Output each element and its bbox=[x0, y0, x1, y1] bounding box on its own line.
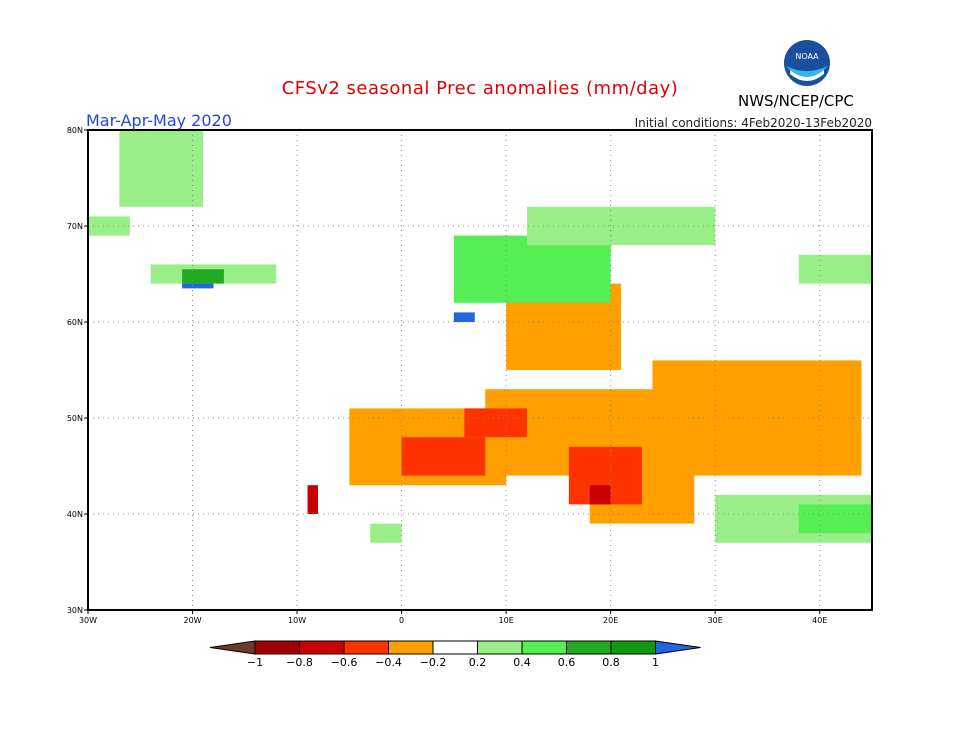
colorbar-label: 0.8 bbox=[602, 656, 620, 669]
initial-conditions: Initial conditions: 4Feb2020-13Feb2020 bbox=[634, 116, 872, 130]
anomaly-region bbox=[182, 283, 214, 289]
y-tick-label: 60N bbox=[67, 318, 83, 327]
colorbar-label: −0.2 bbox=[420, 656, 447, 669]
colorbar-label: 0.2 bbox=[469, 656, 487, 669]
y-tick-label: 70N bbox=[67, 222, 83, 231]
season-label: Mar-Apr-May 2020 bbox=[86, 111, 232, 130]
chart-title: CFSv2 seasonal Prec anomalies (mm/day) bbox=[281, 78, 679, 99]
y-tick-label: 50N bbox=[67, 414, 83, 423]
anomaly-region bbox=[798, 504, 872, 534]
colorbar-swatch bbox=[432, 640, 478, 655]
colorbar: −1 −0.8 −0.6 −0.4 −0.2 0.2 0.4 0.6 0.8 1 bbox=[209, 640, 701, 669]
colorbar-swatch bbox=[477, 640, 523, 655]
svg-text:NOAA: NOAA bbox=[795, 52, 819, 61]
anomaly-region bbox=[527, 206, 716, 246]
colorbar-label: 0.6 bbox=[558, 656, 576, 669]
colorbar-high-arrow bbox=[655, 640, 701, 655]
anomaly-region bbox=[119, 130, 203, 207]
colorbar-low-arrow bbox=[209, 640, 256, 655]
colorbar-label: −1 bbox=[247, 656, 263, 669]
x-tick-label: 10W bbox=[288, 616, 306, 625]
anomaly-region bbox=[652, 360, 862, 476]
x-tick-label: 20W bbox=[183, 616, 201, 625]
x-tick-label: 0 bbox=[399, 616, 404, 625]
colorbar-swatch bbox=[254, 640, 300, 655]
x-tick-label: 40E bbox=[812, 616, 827, 625]
agency-label: NWS/NCEP/CPC bbox=[738, 92, 854, 110]
anomaly-region bbox=[798, 254, 872, 284]
x-tick-label: 20E bbox=[603, 616, 618, 625]
colorbar-label: 0.4 bbox=[513, 656, 531, 669]
anomaly-region bbox=[182, 269, 224, 284]
colorbar-label: −0.4 bbox=[375, 656, 402, 669]
colorbar-label: −0.6 bbox=[331, 656, 358, 669]
anomaly-region bbox=[453, 312, 475, 322]
noaa-logo-icon: NOAA bbox=[784, 40, 830, 86]
anomaly-region bbox=[464, 408, 528, 438]
y-tick-label: 40N bbox=[67, 510, 83, 519]
anomaly-region bbox=[401, 437, 486, 476]
colorbar-label: −0.8 bbox=[286, 656, 313, 669]
anomaly-region bbox=[589, 485, 611, 505]
anomaly-region bbox=[370, 523, 402, 543]
x-tick-label: 30W bbox=[79, 616, 97, 625]
map-frame bbox=[87, 129, 873, 611]
colorbar-swatch bbox=[299, 640, 345, 655]
colorbar-label: 1 bbox=[652, 656, 659, 669]
x-tick-label: 30E bbox=[708, 616, 723, 625]
y-tick-label: 80N bbox=[67, 126, 83, 135]
anomaly-region bbox=[307, 485, 318, 514]
colorbar-swatch bbox=[610, 640, 656, 655]
anomaly-region bbox=[453, 235, 611, 303]
colorbar-swatch bbox=[566, 640, 612, 655]
colorbar-swatch bbox=[343, 640, 389, 655]
colorbar-swatch bbox=[388, 640, 434, 655]
x-tick-label: 10E bbox=[499, 616, 514, 625]
y-tick-label: 30N bbox=[67, 606, 83, 615]
colorbar-swatch bbox=[521, 640, 567, 655]
